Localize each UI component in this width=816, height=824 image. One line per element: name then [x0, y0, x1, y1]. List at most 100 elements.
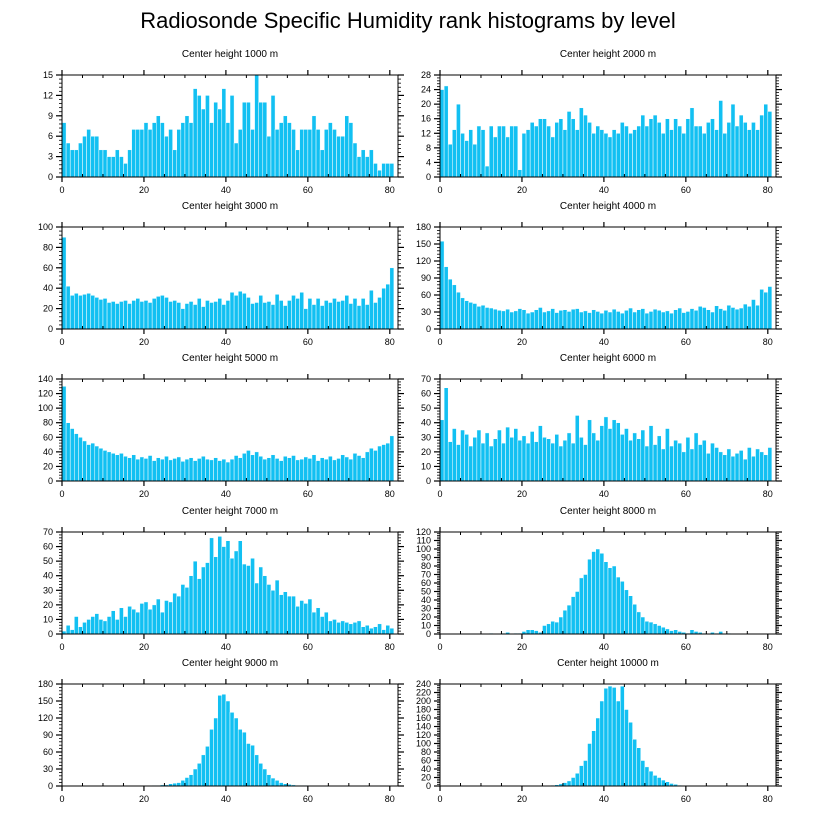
- y-tick-label: 60: [43, 263, 53, 273]
- histogram-bar: [233, 717, 239, 787]
- histogram-bar: [176, 595, 182, 635]
- histogram-bar: [262, 575, 268, 635]
- y-tick-label: 120: [38, 389, 53, 399]
- histogram-bar: [348, 303, 354, 330]
- y-tick-label: 70: [421, 570, 431, 580]
- histogram-bar: [661, 448, 666, 482]
- x-tick-label: 40: [599, 794, 609, 804]
- histogram-bar: [562, 609, 568, 635]
- histogram-bar: [283, 115, 288, 178]
- y-tick-label: 24: [421, 85, 431, 95]
- histogram-bar: [115, 149, 120, 178]
- histogram-bar: [217, 536, 223, 635]
- histogram-bar: [74, 433, 79, 482]
- histogram-bar: [377, 445, 382, 482]
- histogram-bar: [693, 125, 699, 178]
- histogram-bar: [726, 122, 732, 178]
- histogram-bar: [493, 308, 498, 330]
- y-tick-label: 60: [421, 756, 431, 766]
- histogram-bar: [697, 306, 703, 330]
- histogram-bar: [196, 298, 202, 330]
- histogram-bar: [747, 306, 752, 330]
- histogram-bar: [381, 163, 386, 178]
- histogram-bar: [624, 589, 629, 635]
- histogram-bar: [624, 125, 629, 178]
- plot-frame: [439, 378, 777, 482]
- y-tick-label: 50: [421, 587, 431, 597]
- histogram-bar: [710, 442, 715, 482]
- histogram-bar: [246, 297, 251, 330]
- histogram-bar: [632, 311, 637, 330]
- histogram-bar: [689, 107, 695, 178]
- histogram-bar: [344, 622, 350, 635]
- histogram-bar: [352, 142, 358, 178]
- histogram-bar: [229, 458, 235, 482]
- histogram-bar: [242, 101, 247, 178]
- histogram-bar: [336, 135, 341, 178]
- histogram-bar: [242, 731, 247, 787]
- y-tick-label: 40: [421, 595, 431, 605]
- histogram-bar: [172, 149, 177, 178]
- histogram-bar: [714, 447, 719, 482]
- histogram-bar: [443, 266, 449, 330]
- histogram-bar: [472, 143, 478, 178]
- histogram-bar: [595, 717, 601, 787]
- histogram-bar: [340, 454, 345, 482]
- histogram-bar: [447, 278, 453, 330]
- histogram-bar: [250, 557, 255, 635]
- panel-title: Center height 5000 m: [182, 353, 278, 364]
- histogram-bar: [176, 456, 182, 482]
- histogram-bar: [344, 456, 350, 482]
- histogram-bar: [188, 774, 194, 787]
- histogram-bar: [348, 458, 354, 482]
- histogram-bar: [274, 458, 280, 482]
- histogram-bar: [106, 451, 112, 482]
- y-tick-label: 60: [43, 432, 53, 442]
- x-tick-label: 40: [599, 337, 609, 347]
- histogram-bar: [258, 763, 264, 787]
- histogram-bar: [266, 774, 272, 787]
- histogram-bar: [213, 556, 218, 635]
- histogram-bar: [452, 428, 457, 482]
- histogram-bar: [501, 310, 506, 330]
- histogram-bar: [697, 125, 703, 178]
- histogram-bar: [767, 111, 773, 178]
- histogram-bar: [476, 429, 482, 482]
- histogram-bar: [94, 613, 100, 635]
- histogram-bar: [480, 442, 486, 482]
- histogram-bar: [603, 310, 609, 330]
- y-tick-label: 140: [416, 722, 431, 732]
- histogram-bar: [176, 129, 182, 178]
- y-tick-label: 90: [43, 730, 53, 740]
- histogram-bar: [591, 309, 596, 330]
- histogram-bar: [242, 293, 247, 330]
- histogram-bar: [356, 620, 362, 635]
- y-tick-label: 40: [43, 447, 53, 457]
- y-tick-label: 200: [416, 696, 431, 706]
- histogram-bar: [221, 88, 227, 178]
- histogram-bar: [86, 619, 91, 635]
- histogram-bar: [151, 122, 157, 178]
- y-tick-label: 90: [421, 553, 431, 563]
- histogram-bar: [102, 620, 108, 635]
- histogram-bar: [250, 303, 255, 330]
- histogram-bar: [706, 122, 711, 178]
- histogram-bar: [710, 118, 715, 178]
- histogram-bar: [730, 307, 736, 330]
- histogram-bar: [274, 579, 280, 635]
- histogram-bar: [143, 601, 149, 635]
- histogram-bar: [287, 457, 292, 482]
- histogram-bar: [287, 595, 292, 635]
- histogram-bar: [119, 301, 124, 330]
- histogram-bar: [718, 308, 723, 330]
- histogram-bar: [328, 302, 333, 330]
- histogram-bar: [287, 300, 292, 330]
- histogram-bar: [620, 685, 625, 787]
- histogram-bar: [460, 429, 465, 482]
- histogram-bar: [620, 434, 625, 482]
- histogram-bar: [323, 611, 329, 635]
- histogram-bar: [115, 454, 120, 482]
- histogram-bar: [332, 129, 337, 178]
- histogram-bar: [550, 136, 555, 178]
- histogram-bar: [636, 125, 642, 178]
